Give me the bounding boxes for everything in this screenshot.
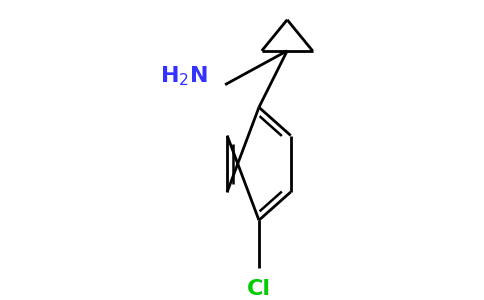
Text: Cl: Cl — [247, 280, 271, 299]
Text: H$_2$N: H$_2$N — [160, 64, 208, 88]
